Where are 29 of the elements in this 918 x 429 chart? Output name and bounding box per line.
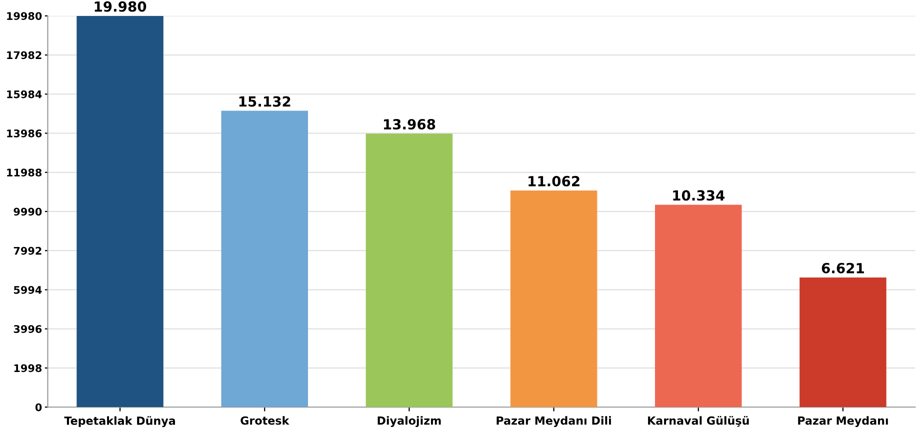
- bar: [76, 16, 164, 408]
- y-tick-label: 17982: [7, 51, 42, 60]
- y-tick-label: 11988: [7, 168, 42, 176]
- data-label: 19.980: [94, 1, 146, 12]
- bar: [366, 134, 453, 408]
- bar: [800, 277, 886, 408]
- y-tick-label: 7992: [14, 246, 42, 255]
- x-tick-label: Tepetaklak Dünya: [64, 416, 175, 428]
- y-tick-label: 5994: [14, 286, 42, 294]
- bar: [654, 204, 742, 408]
- bar: [221, 110, 308, 408]
- y-tick-label: 19980: [7, 12, 42, 20]
- data-label: 13.968: [384, 119, 436, 130]
- y-tick-label: 0: [35, 403, 42, 412]
- x-tick-label: Pazar Meydanı: [798, 416, 888, 427]
- x-tick-label: Pazar Meydanı Dili: [496, 416, 611, 427]
- data-label: 15.132: [239, 96, 290, 107]
- x-tick-label: Karnaval Gülüşü: [648, 416, 749, 427]
- x-tick-label: Diyalojizm: [378, 416, 441, 427]
- y-tick-label: 13986: [7, 129, 42, 138]
- y-tick-label: 1998: [14, 364, 42, 372]
- data-label: 6.621: [822, 262, 864, 274]
- x-tick-label: Grotesk: [240, 416, 290, 425]
- data-label: 11.062: [528, 176, 580, 186]
- data-label: 10.334: [673, 190, 725, 201]
- bar: [510, 190, 598, 408]
- y-tick-label: 15984: [7, 90, 42, 98]
- y-tick-label: 9990: [14, 208, 42, 216]
- y-tick-label: 3996: [14, 325, 42, 333]
